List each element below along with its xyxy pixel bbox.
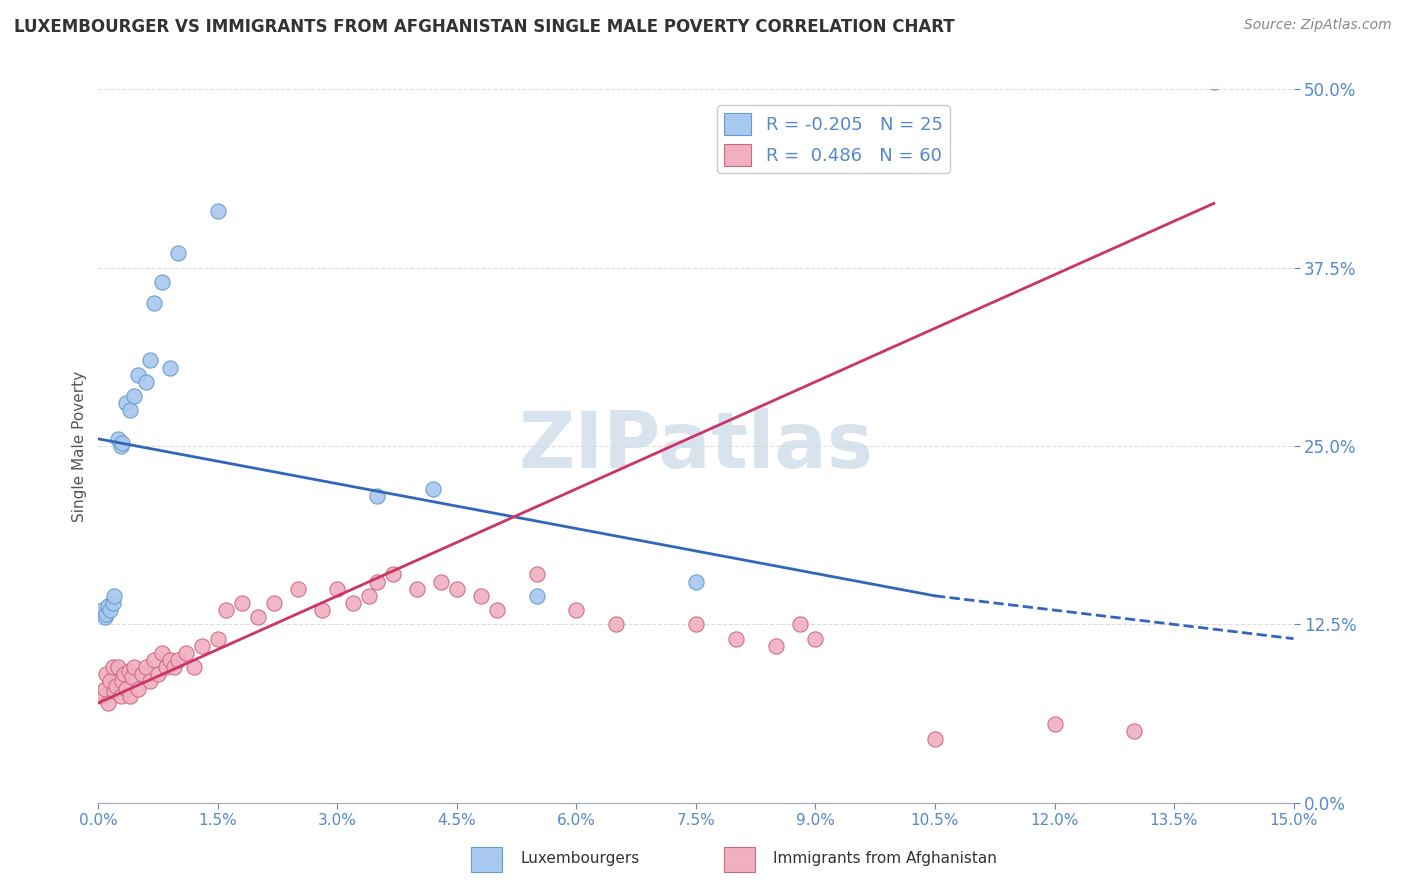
Point [101,660,124,674]
Point [485,603,508,617]
Point [359,589,381,603]
Text: Luxembourgers: Luxembourgers [520,852,640,866]
Point [91,689,114,703]
Point [191,639,214,653]
Point [174,646,197,660]
Point [118,665,141,679]
Point [167,246,190,260]
Point [605,617,627,632]
Point [143,296,166,310]
Point [246,610,269,624]
Text: Source: ZipAtlas.com: Source: ZipAtlas.com [1244,18,1392,32]
Point [124,660,146,674]
Point [98,674,122,689]
Point [103,589,125,603]
Point [167,653,190,667]
Point [101,596,124,610]
Point [96,607,118,622]
Point [685,617,707,632]
Point [1123,724,1146,739]
Point [183,660,205,674]
Point [115,396,138,410]
Point [98,603,122,617]
Point [139,674,162,689]
Point [470,589,492,603]
Point [150,275,173,289]
Point [163,660,186,674]
Point [131,667,153,681]
Point [685,574,707,589]
Point [121,670,143,684]
Point [110,689,132,703]
Legend: R = -0.205   N = 25, R =  0.486   N = 60: R = -0.205 N = 25, R = 0.486 N = 60 [717,105,950,173]
Point [135,375,157,389]
Point [111,674,134,689]
Text: Immigrants from Afghanistan: Immigrants from Afghanistan [773,852,997,866]
Point [103,684,125,698]
Point [127,681,149,696]
Point [159,653,181,667]
Point [143,653,166,667]
Point [120,689,142,703]
Point [215,603,238,617]
Point [91,603,114,617]
Point [97,599,120,613]
Point [565,603,588,617]
Point [724,632,747,646]
Point [94,610,117,624]
Point [110,439,132,453]
Point [124,389,146,403]
Point [366,574,388,589]
Point [104,679,127,693]
Point [94,681,117,696]
Point [311,603,333,617]
Point [97,696,120,710]
Point [155,660,177,674]
Point [366,489,388,503]
Point [430,574,453,589]
Text: LUXEMBOURGER VS IMMIGRANTS FROM AFGHANISTAN SINGLE MALE POVERTY CORRELATION CHAR: LUXEMBOURGER VS IMMIGRANTS FROM AFGHANIS… [14,18,955,36]
Point [765,639,787,653]
Point [924,731,946,746]
Point [231,596,253,610]
Point [526,567,548,582]
Point [111,436,134,450]
Point [287,582,309,596]
Point [207,203,229,218]
Point [150,646,173,660]
Point [120,403,142,417]
Point [422,482,444,496]
Point [207,632,229,646]
Point [148,667,170,681]
Point [127,368,149,382]
Point [135,660,157,674]
Point [804,632,827,646]
Point [1202,75,1225,89]
Point [326,582,349,596]
Point [526,589,548,603]
Point [159,360,181,375]
Point [446,582,468,596]
Point [96,667,118,681]
Point [406,582,429,596]
Point [789,617,811,632]
Point [1043,717,1066,731]
Point [115,681,138,696]
Point [342,596,364,610]
Y-axis label: Single Male Poverty: Single Male Poverty [72,370,87,522]
Point [112,667,135,681]
Point [107,660,129,674]
Point [263,596,285,610]
Text: ZIPatlas: ZIPatlas [519,408,873,484]
Point [382,567,405,582]
Point [139,353,162,368]
Point [107,432,129,446]
